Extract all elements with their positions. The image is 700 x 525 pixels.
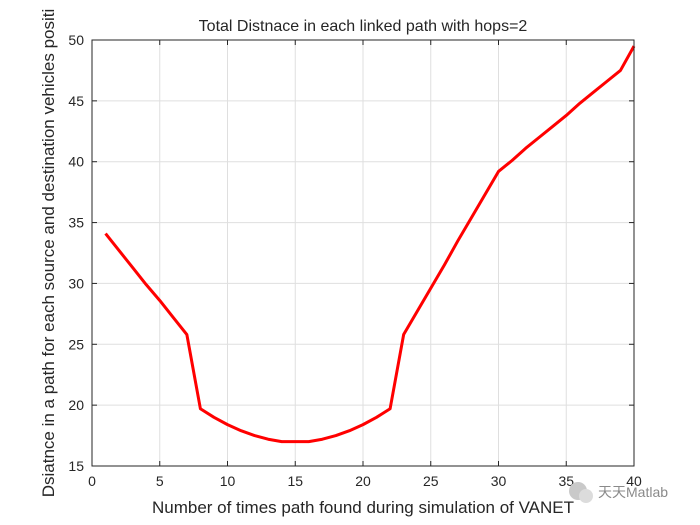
x-tick-label: 20: [355, 473, 371, 489]
watermark: 天天Matlab: [569, 482, 668, 503]
y-tick-label: 30: [68, 275, 84, 291]
y-axis-label: Dsiatnce in a path for each source and d…: [39, 9, 58, 498]
ticks: 0 5 10 15 20 25 30 35 40 15 20 25 30 35 40 45 50: [68, 32, 642, 489]
series-layer: [104, 45, 636, 444]
y-tick-label: 25: [68, 336, 84, 352]
x-tick-label: 15: [287, 473, 303, 489]
x-tick-label: 5: [156, 473, 164, 489]
x-tick-label: 35: [558, 473, 574, 489]
x-tick-label: 0: [88, 473, 96, 489]
x-axis-label: Number of times path found during simula…: [152, 498, 574, 517]
x-tick-label: 40: [626, 473, 642, 489]
series-line: [104, 45, 636, 444]
wechat-logo-icon-bubble: [579, 489, 593, 503]
x-tick-label: 30: [491, 473, 507, 489]
y-tick-label: 20: [68, 397, 84, 413]
y-tick-label: 35: [68, 215, 84, 231]
x-tick-label: 10: [220, 473, 236, 489]
chart-title: Total Distnace in each linked path with …: [199, 18, 528, 35]
y-tick-label: 15: [68, 458, 84, 474]
y-tick-label: 45: [68, 93, 84, 109]
watermark-text: 天天Matlab: [598, 484, 668, 500]
x-tick-label: 25: [423, 473, 439, 489]
grid: [92, 40, 634, 466]
y-tick-label: 50: [68, 32, 84, 48]
y-tick-label: 40: [68, 154, 84, 170]
